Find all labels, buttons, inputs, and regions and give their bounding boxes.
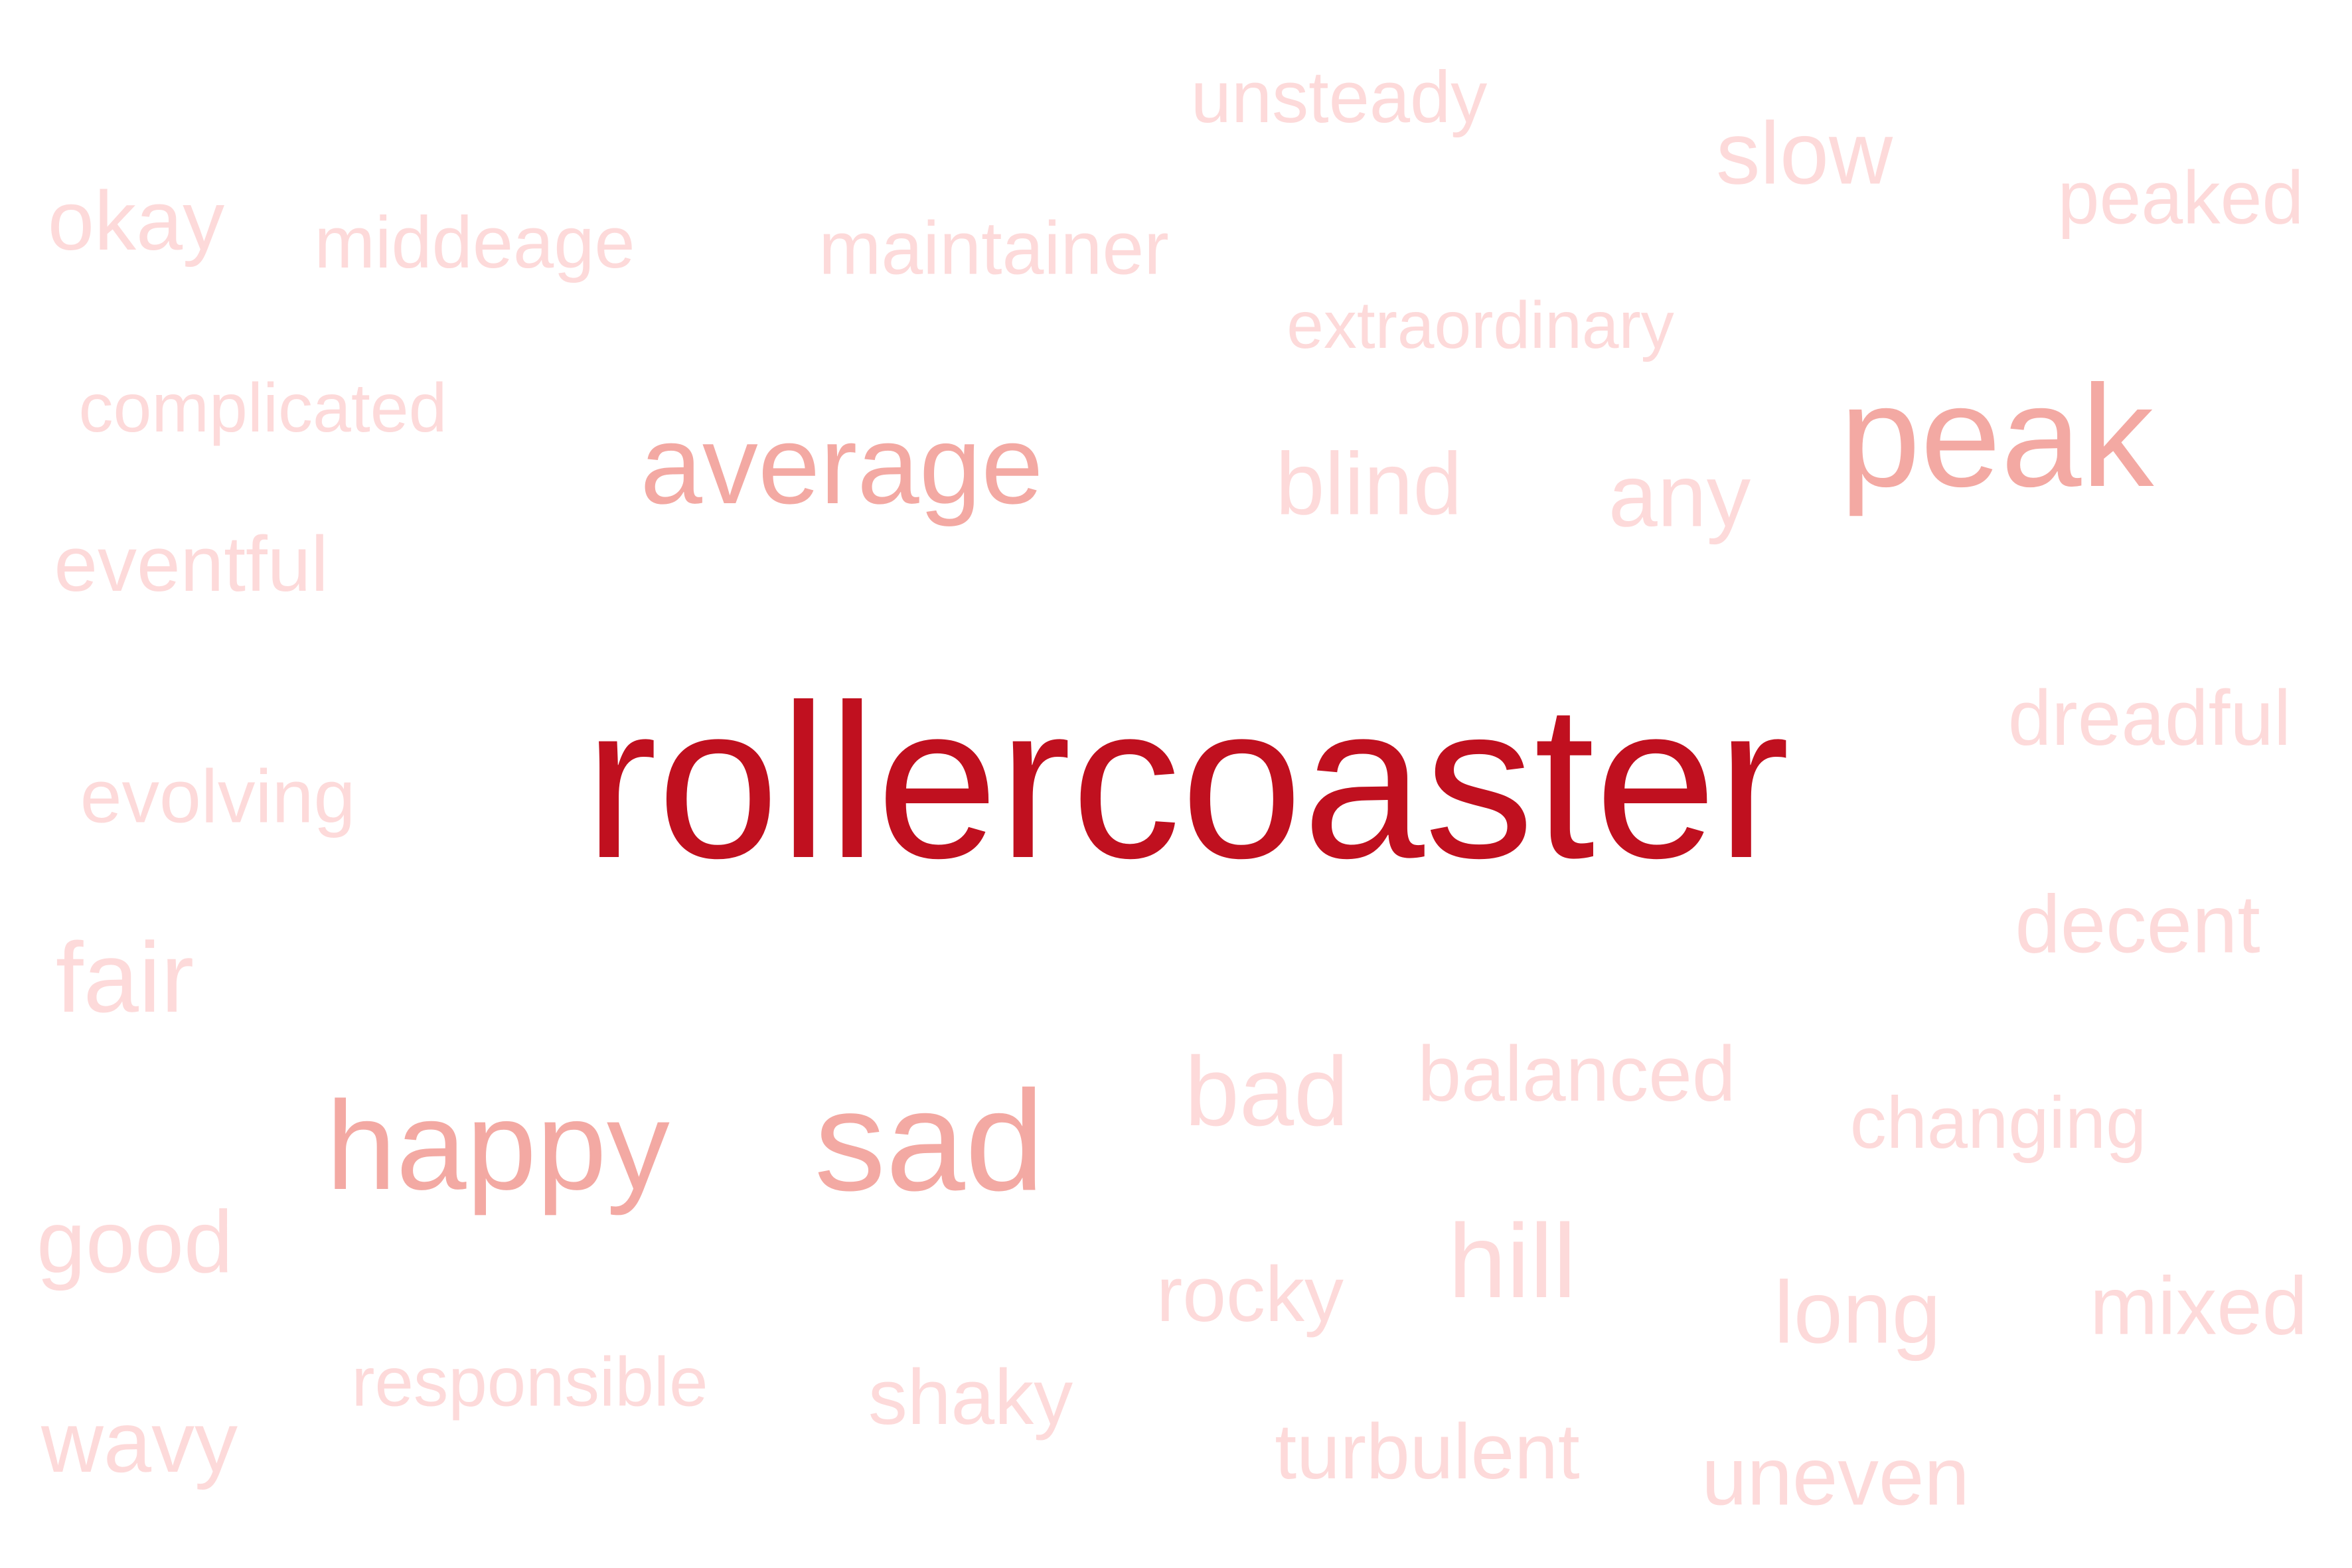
word-evolving: evolving: [80, 754, 356, 838]
word-average: average: [640, 402, 1044, 527]
word-wavy: wavy: [40, 1393, 238, 1490]
word-balanced: balanced: [1417, 1030, 1736, 1118]
word-good: good: [37, 1193, 233, 1292]
word-rollercoaster: rollercoaster: [584, 659, 1790, 903]
word-bad: bad: [1184, 1037, 1349, 1146]
word-extraordinary: extraordinary: [1287, 288, 1674, 362]
word-fair: fair: [55, 921, 195, 1033]
word-mixed: mixed: [2089, 1261, 2308, 1352]
word-slow: slow: [1715, 104, 1893, 203]
word-responsible: responsible: [351, 1343, 708, 1421]
word-complicated: complicated: [78, 370, 447, 447]
word-peaked: peaked: [2057, 155, 2304, 240]
word-eventful: eventful: [54, 520, 329, 608]
word-hill: hill: [1448, 1203, 1577, 1320]
word-any: any: [1608, 447, 1751, 546]
word-decent: decent: [2015, 879, 2260, 971]
word-sad: sad: [814, 1060, 1045, 1221]
word-turbulent: turbulent: [1275, 1408, 1580, 1496]
word-changing: changing: [1849, 1082, 2147, 1164]
word-middeage: middeage: [314, 202, 635, 283]
word-okay: okay: [47, 174, 225, 268]
word-blind: blind: [1275, 435, 1462, 534]
word-uneven: uneven: [1701, 1431, 1970, 1523]
word-happy: happy: [326, 1075, 670, 1216]
word-unsteady: unsteady: [1190, 56, 1488, 138]
word-maintainer: maintainer: [819, 206, 1169, 290]
word-peak: peak: [1840, 356, 2154, 517]
word-shaky: shaky: [868, 1354, 1073, 1441]
word-dreadful: dreadful: [2007, 674, 2292, 762]
word-rocky: rocky: [1156, 1251, 1344, 1338]
word-long: long: [1774, 1263, 1941, 1362]
